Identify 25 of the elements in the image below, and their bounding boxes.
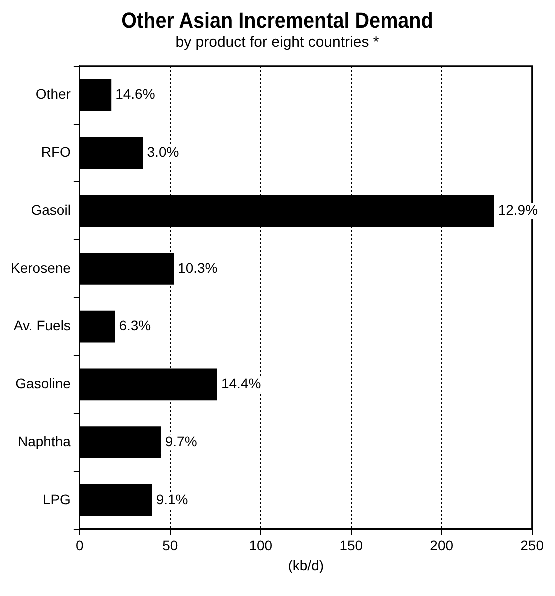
y-tick-label: Kerosene bbox=[10, 260, 72, 276]
y-tick-label: Other bbox=[36, 86, 72, 102]
y-tick-label: LPG bbox=[42, 491, 71, 508]
y-tick-label: Gasoil bbox=[31, 202, 71, 218]
annotation: 9.1% bbox=[156, 491, 188, 508]
x-tick-label: 50 bbox=[162, 538, 178, 554]
x-tick-label: 0 bbox=[76, 538, 84, 554]
x-tick-label: 100 bbox=[249, 538, 273, 554]
annotation: 12.9% bbox=[498, 202, 538, 218]
x-tick-label: 250 bbox=[520, 538, 544, 554]
x-tick-label: 150 bbox=[340, 538, 364, 554]
x-tick-label: 200 bbox=[430, 538, 454, 554]
annotation: 10.3% bbox=[178, 260, 218, 276]
x-axis-title: (kb/d) bbox=[288, 557, 324, 574]
chart-subtitle: by product for eight countries * bbox=[174, 34, 380, 51]
y-tick-label: Naphtha bbox=[18, 433, 72, 450]
y-tick-label: Gasoline bbox=[16, 376, 72, 392]
annotation: 6.3% bbox=[119, 318, 152, 334]
annotation: 14.4% bbox=[221, 376, 262, 392]
annotation: 9.7% bbox=[165, 433, 198, 450]
annotation: 14.6% bbox=[116, 86, 156, 102]
y-tick-label: RFO bbox=[41, 144, 72, 160]
y-tick-label: Av. Fuels bbox=[14, 318, 71, 334]
annotation: 3.0% bbox=[147, 144, 180, 160]
chart-title: Other Asian Incremental Demand bbox=[120, 8, 434, 34]
